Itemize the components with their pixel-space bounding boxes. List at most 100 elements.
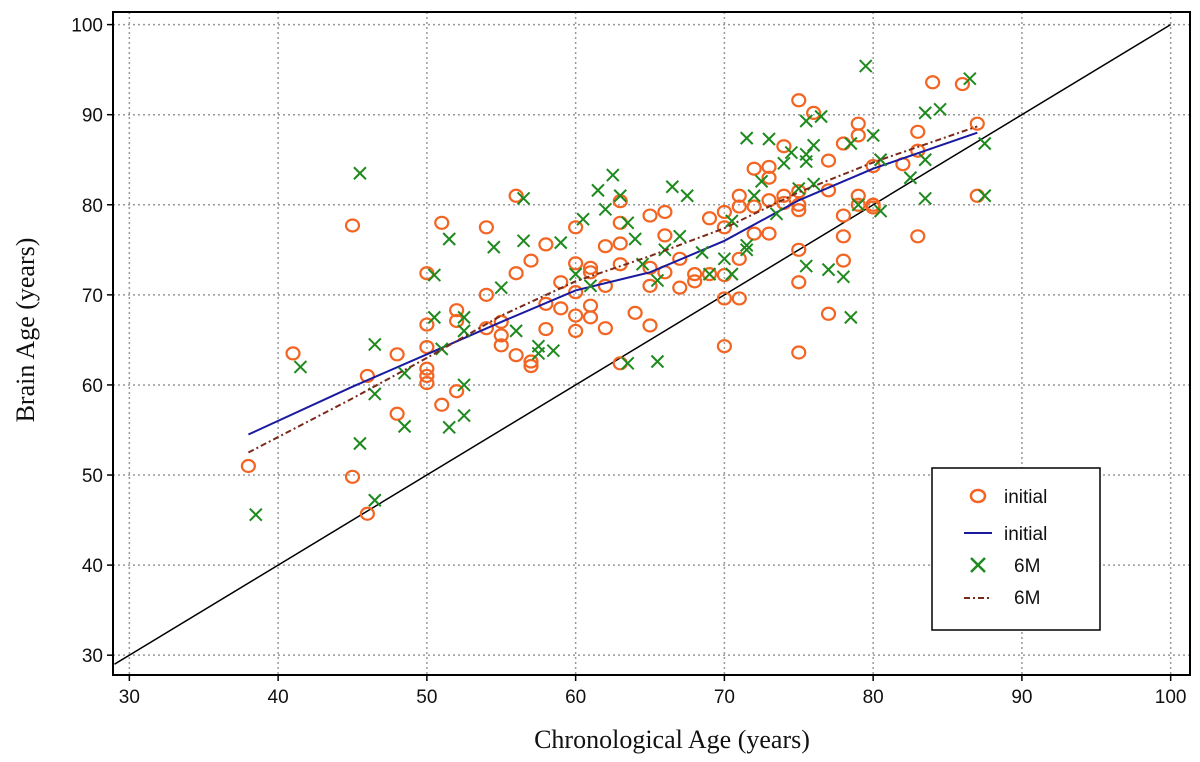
data-point-circle xyxy=(538,321,554,337)
data-point-x xyxy=(866,128,880,143)
data-point-circle xyxy=(508,266,524,281)
data-point-x xyxy=(368,337,382,352)
data-point-circle xyxy=(746,199,762,214)
data-point-circle xyxy=(434,215,450,230)
data-point-circle xyxy=(642,208,658,223)
data-point-circle xyxy=(597,321,613,336)
data-point-circle xyxy=(850,116,866,131)
data-point-circle xyxy=(716,204,732,220)
data-point-x xyxy=(457,378,471,392)
y-tick-label: 100 xyxy=(71,16,103,37)
data-point-x xyxy=(442,232,456,246)
data-point-x xyxy=(494,280,508,295)
data-point-circle xyxy=(359,506,375,521)
data-point-circle xyxy=(285,346,301,361)
data-point-circle xyxy=(910,124,926,139)
data-point-x xyxy=(769,207,784,221)
legend: initial initial 6M 6M xyxy=(931,467,1101,631)
data-point-x xyxy=(368,387,382,401)
data-point-x xyxy=(606,168,620,182)
data-point-circle xyxy=(642,260,658,275)
data-point-circle xyxy=(612,236,628,251)
data-point-x xyxy=(792,181,806,196)
data-point-x xyxy=(546,343,561,358)
data-point-circle xyxy=(240,458,256,474)
data-point-x xyxy=(353,436,367,451)
data-point-circle xyxy=(716,339,732,354)
x-axis-label: Chronological Age (years) xyxy=(534,725,810,754)
data-point-circle xyxy=(553,275,569,290)
y-tick-label: 90 xyxy=(82,106,103,127)
data-point-circle xyxy=(687,274,703,289)
y-axis-label: Brain Age (years) xyxy=(11,238,40,423)
data-point-x xyxy=(739,238,754,253)
data-point-circle xyxy=(523,354,539,369)
data-point-x xyxy=(620,356,635,371)
data-point-circle xyxy=(657,228,673,243)
data-point-x xyxy=(739,131,754,145)
data-point-circle xyxy=(820,153,837,168)
data-point-circle xyxy=(449,313,465,329)
data-point-circle xyxy=(434,397,450,412)
series-3-6m xyxy=(247,125,978,454)
data-point-circle xyxy=(568,220,584,235)
y-tick-label: 70 xyxy=(82,286,103,307)
data-point-x xyxy=(918,191,932,206)
data-point-circle xyxy=(419,317,435,332)
data-point-x xyxy=(799,259,813,273)
data-point-x xyxy=(397,419,412,434)
data-point-circle xyxy=(835,229,851,244)
legend-box xyxy=(931,467,1101,631)
data-point-x xyxy=(650,273,665,288)
data-point-circle xyxy=(597,239,613,254)
trend-line-initial xyxy=(247,131,978,436)
data-point-x xyxy=(368,493,382,507)
x-tick-label: 70 xyxy=(714,687,735,708)
x-tick-label: 90 xyxy=(1011,687,1032,708)
data-point-x xyxy=(933,102,947,116)
x-tick-label: 40 xyxy=(268,687,289,708)
data-point-circle xyxy=(687,267,703,282)
data-point-circle xyxy=(523,358,539,374)
data-point-x xyxy=(591,183,605,198)
data-point-x xyxy=(821,262,836,277)
data-point-circle xyxy=(493,314,509,329)
data-point-circle xyxy=(761,226,777,241)
data-point-x xyxy=(516,191,531,206)
data-point-circle xyxy=(701,211,718,226)
data-point-circle xyxy=(776,188,792,203)
data-point-x xyxy=(568,267,583,281)
data-point-circle xyxy=(419,361,435,376)
data-point-circle xyxy=(419,376,435,391)
data-point-circle xyxy=(553,301,569,316)
data-point-circle xyxy=(716,220,732,235)
data-point-x xyxy=(739,243,754,257)
data-marks xyxy=(240,59,992,522)
data-point-x xyxy=(725,267,739,281)
data-point-circle xyxy=(419,340,435,355)
data-point-x xyxy=(509,324,523,338)
data-point-circle xyxy=(731,199,747,214)
data-point-x xyxy=(978,136,992,151)
data-point-x xyxy=(457,310,471,325)
data-point-circle xyxy=(672,280,688,295)
data-point-x xyxy=(717,252,732,266)
data-point-x xyxy=(598,202,613,216)
data-point-circle xyxy=(716,291,732,306)
series-1-initial xyxy=(247,131,978,436)
data-point-x xyxy=(353,166,367,180)
data-point-circle xyxy=(954,76,971,92)
data-point-circle xyxy=(508,348,524,363)
data-point-x xyxy=(754,174,769,189)
data-point-x xyxy=(427,310,442,325)
data-point-x xyxy=(620,216,635,230)
data-point-x xyxy=(918,106,932,120)
data-point-x xyxy=(918,153,932,167)
data-point-circle xyxy=(731,251,747,266)
legend-label-initial-line: initial xyxy=(1004,524,1047,545)
data-point-circle xyxy=(508,188,524,203)
data-point-circle xyxy=(835,253,851,268)
data-point-circle xyxy=(493,328,509,343)
data-point-circle xyxy=(568,323,584,338)
data-point-circle xyxy=(582,298,599,313)
